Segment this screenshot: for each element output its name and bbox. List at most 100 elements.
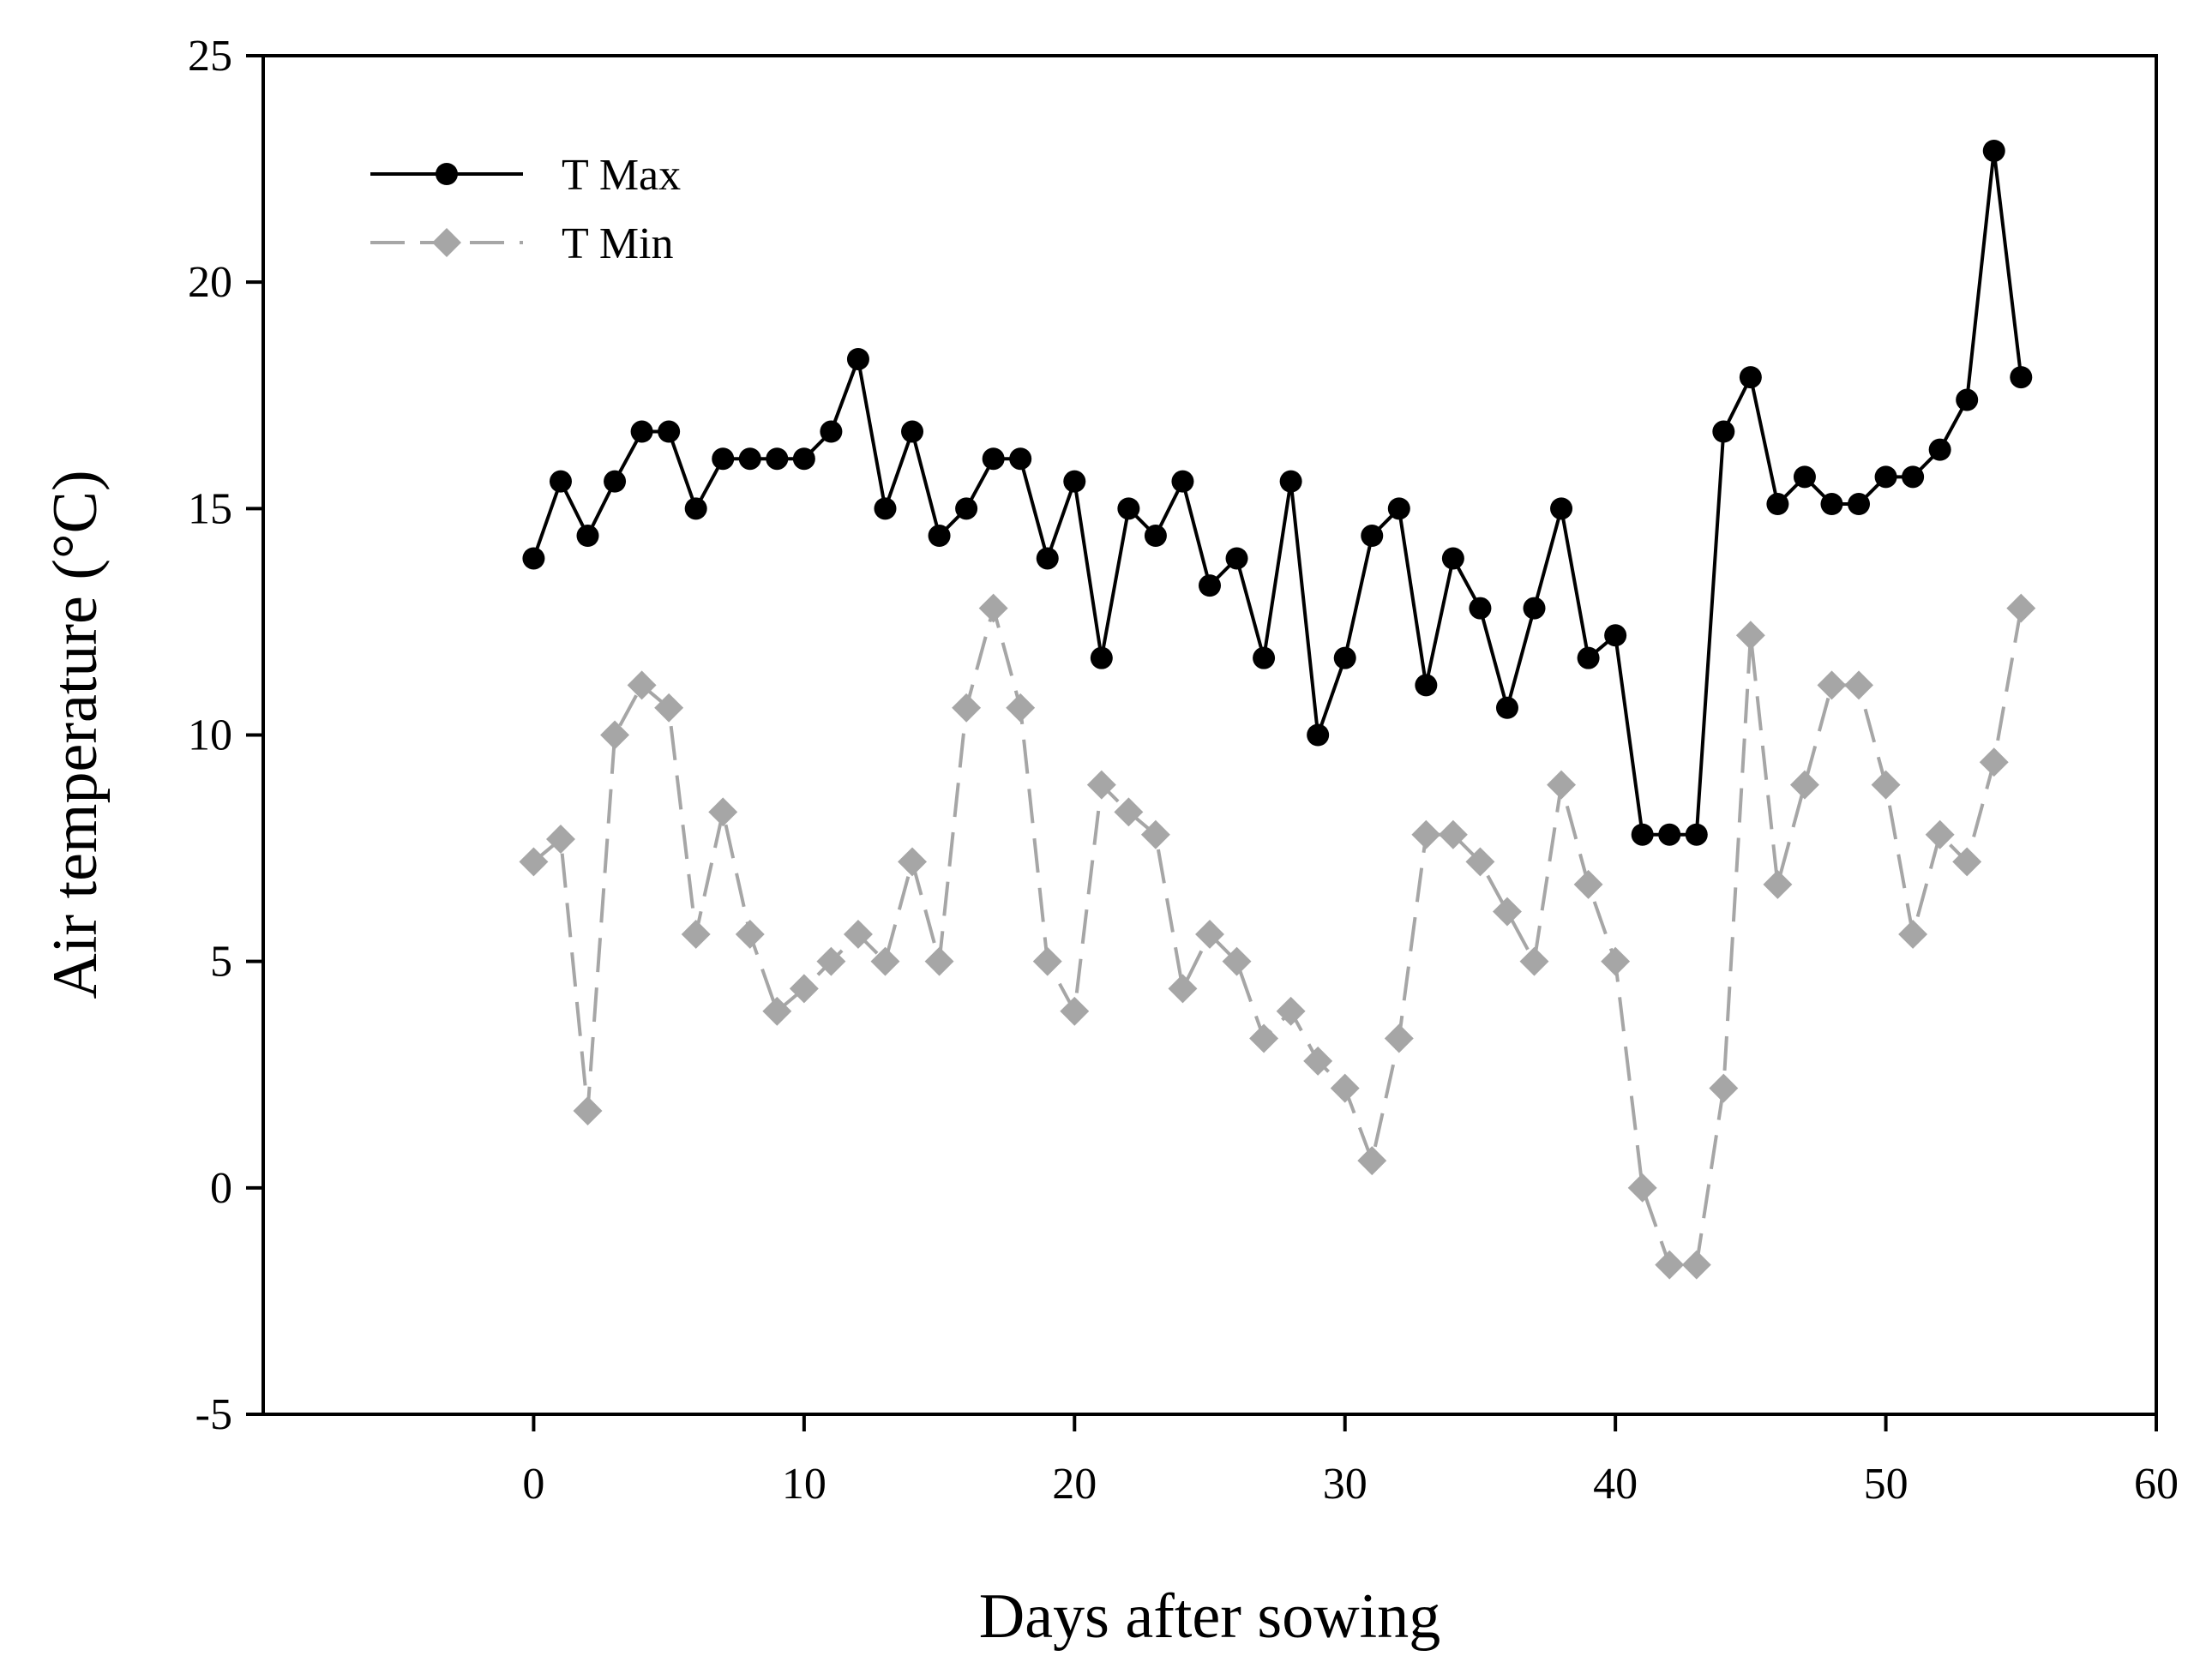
point-t-min xyxy=(816,946,846,976)
point-t-max xyxy=(522,547,545,570)
point-t-max xyxy=(630,420,653,443)
point-t-max xyxy=(1982,139,2005,162)
point-t-min xyxy=(1979,747,2009,777)
point-t-max xyxy=(1063,470,1086,493)
point-t-min xyxy=(600,720,630,750)
point-t-min xyxy=(1681,1250,1711,1280)
point-t-max xyxy=(576,525,599,548)
point-t-min xyxy=(924,946,954,976)
point-t-max xyxy=(955,497,978,520)
series-layer xyxy=(519,139,2036,1280)
point-t-min xyxy=(1140,819,1170,849)
point-t-max xyxy=(1902,465,1925,489)
legend: T Max T Min xyxy=(370,151,681,268)
point-t-min xyxy=(1276,996,1306,1026)
point-t-max xyxy=(1848,493,1871,516)
point-t-min xyxy=(1168,974,1198,1004)
point-t-max xyxy=(1523,597,1546,620)
point-t-min xyxy=(1032,946,1062,976)
point-t-min xyxy=(573,1096,603,1125)
point-t-max xyxy=(1712,420,1735,443)
point-t-max xyxy=(874,497,897,520)
point-t-max xyxy=(1577,646,1600,669)
y-tick-label: 20 xyxy=(188,258,232,307)
series-t-min xyxy=(519,593,2036,1280)
point-t-max xyxy=(738,447,761,471)
legend-marker-t-min xyxy=(432,228,461,257)
x-tick-label: 40 xyxy=(1593,1460,1638,1509)
point-t-min xyxy=(952,693,982,723)
point-t-min xyxy=(1817,670,1847,700)
point-t-max xyxy=(766,447,789,471)
point-t-max xyxy=(1279,470,1302,493)
point-t-min xyxy=(1547,770,1577,800)
point-t-min xyxy=(1655,1250,1685,1280)
point-t-min xyxy=(1573,869,1603,899)
point-t-min xyxy=(1871,770,1901,800)
point-t-max xyxy=(1441,547,1464,570)
point-t-min xyxy=(1465,847,1495,877)
point-t-max xyxy=(792,447,815,471)
y-tick-label: 25 xyxy=(188,32,232,81)
point-t-max xyxy=(1469,597,1492,620)
point-t-min xyxy=(1114,797,1144,827)
y-tick-label: 5 xyxy=(210,938,232,987)
y-tick-label: 15 xyxy=(188,484,232,533)
point-t-max xyxy=(1117,497,1140,520)
point-t-max xyxy=(1144,525,1167,548)
point-t-max xyxy=(1253,646,1276,669)
point-t-max xyxy=(1956,388,1979,411)
point-t-max xyxy=(684,497,707,520)
point-t-max xyxy=(846,347,869,370)
point-t-min xyxy=(1303,1046,1333,1076)
point-t-max xyxy=(1658,823,1681,846)
y-tick-label: -5 xyxy=(195,1390,232,1439)
point-t-min xyxy=(843,919,873,949)
point-t-min xyxy=(1735,621,1765,651)
point-t-min xyxy=(2006,593,2036,623)
x-tick-label: 10 xyxy=(782,1460,826,1509)
point-t-max xyxy=(2010,366,2033,389)
point-t-min xyxy=(870,946,900,976)
point-t-min xyxy=(1222,946,1252,976)
point-t-max xyxy=(1387,497,1410,520)
x-tick-label: 50 xyxy=(1864,1460,1908,1509)
point-t-max xyxy=(712,447,735,471)
point-t-min xyxy=(546,825,575,854)
y-axis-ticks: -5 0 5 10 15 20 25 xyxy=(188,32,263,1439)
point-t-min xyxy=(1519,946,1549,976)
point-t-min xyxy=(1330,1073,1360,1103)
legend-label-t-min: T Min xyxy=(562,219,674,268)
legend-marker-t-max xyxy=(436,163,458,185)
legend-label-t-max: T Max xyxy=(562,151,681,200)
point-t-min xyxy=(1493,897,1522,927)
point-t-min xyxy=(1844,670,1873,700)
point-t-max xyxy=(1036,547,1059,570)
x-axis-title: Days after sowing xyxy=(979,1581,1440,1652)
y-axis-title: Air temperature (°C) xyxy=(40,470,111,999)
point-t-max xyxy=(1631,823,1654,846)
point-t-max xyxy=(1685,823,1708,846)
point-t-max xyxy=(1604,624,1627,647)
point-t-min xyxy=(1438,819,1468,849)
point-t-max xyxy=(928,525,951,548)
point-t-min xyxy=(1411,819,1441,849)
point-t-max xyxy=(549,470,572,493)
x-tick-label: 30 xyxy=(1323,1460,1367,1509)
point-t-min xyxy=(1709,1073,1739,1103)
point-t-min xyxy=(898,847,927,877)
y-tick-label: 10 xyxy=(188,711,232,760)
point-t-min xyxy=(519,847,549,877)
point-t-min xyxy=(978,593,1008,623)
point-t-max xyxy=(1495,696,1518,719)
point-t-min xyxy=(1789,770,1819,800)
point-t-max xyxy=(1874,465,1897,489)
point-t-max xyxy=(1928,438,1951,461)
point-t-max xyxy=(1333,646,1356,669)
point-t-min xyxy=(681,919,711,949)
point-t-max xyxy=(820,420,843,443)
point-t-max xyxy=(1009,447,1032,471)
series-t-max xyxy=(522,139,2033,846)
point-t-max xyxy=(1793,465,1816,489)
point-t-max xyxy=(1171,470,1194,493)
